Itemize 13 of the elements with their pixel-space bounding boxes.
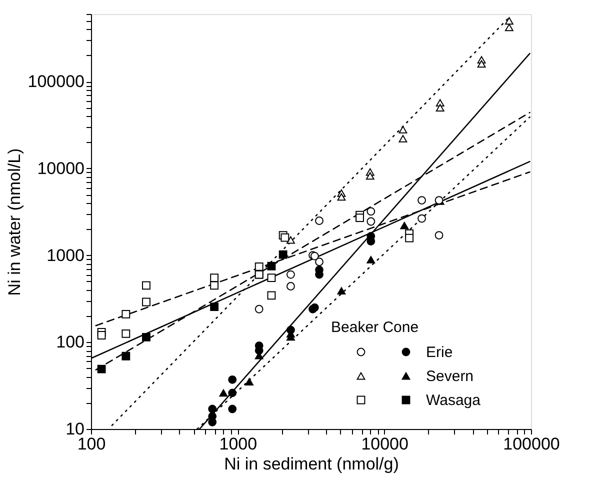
x-axis-title: Ni in sediment (nmol/g) [224, 454, 399, 474]
x-tick-label: 100000 [503, 434, 560, 454]
legend-title: Beaker Cone [331, 319, 419, 336]
legend-label: Erie [426, 344, 453, 361]
y-tick-label: 10000 [37, 158, 84, 178]
y-tick-label: 100 [56, 332, 84, 352]
y-tick-label: 1000 [46, 246, 84, 265]
x-tick-label: 1000 [219, 434, 258, 454]
y-tick-label: 100000 [28, 72, 84, 92]
y-axis-title: Ni in water (nmol/L) [4, 148, 24, 296]
legend-label: Severn [426, 368, 474, 385]
legend-label: Wasaga [426, 392, 482, 409]
x-tick-label: 10000 [361, 434, 408, 454]
